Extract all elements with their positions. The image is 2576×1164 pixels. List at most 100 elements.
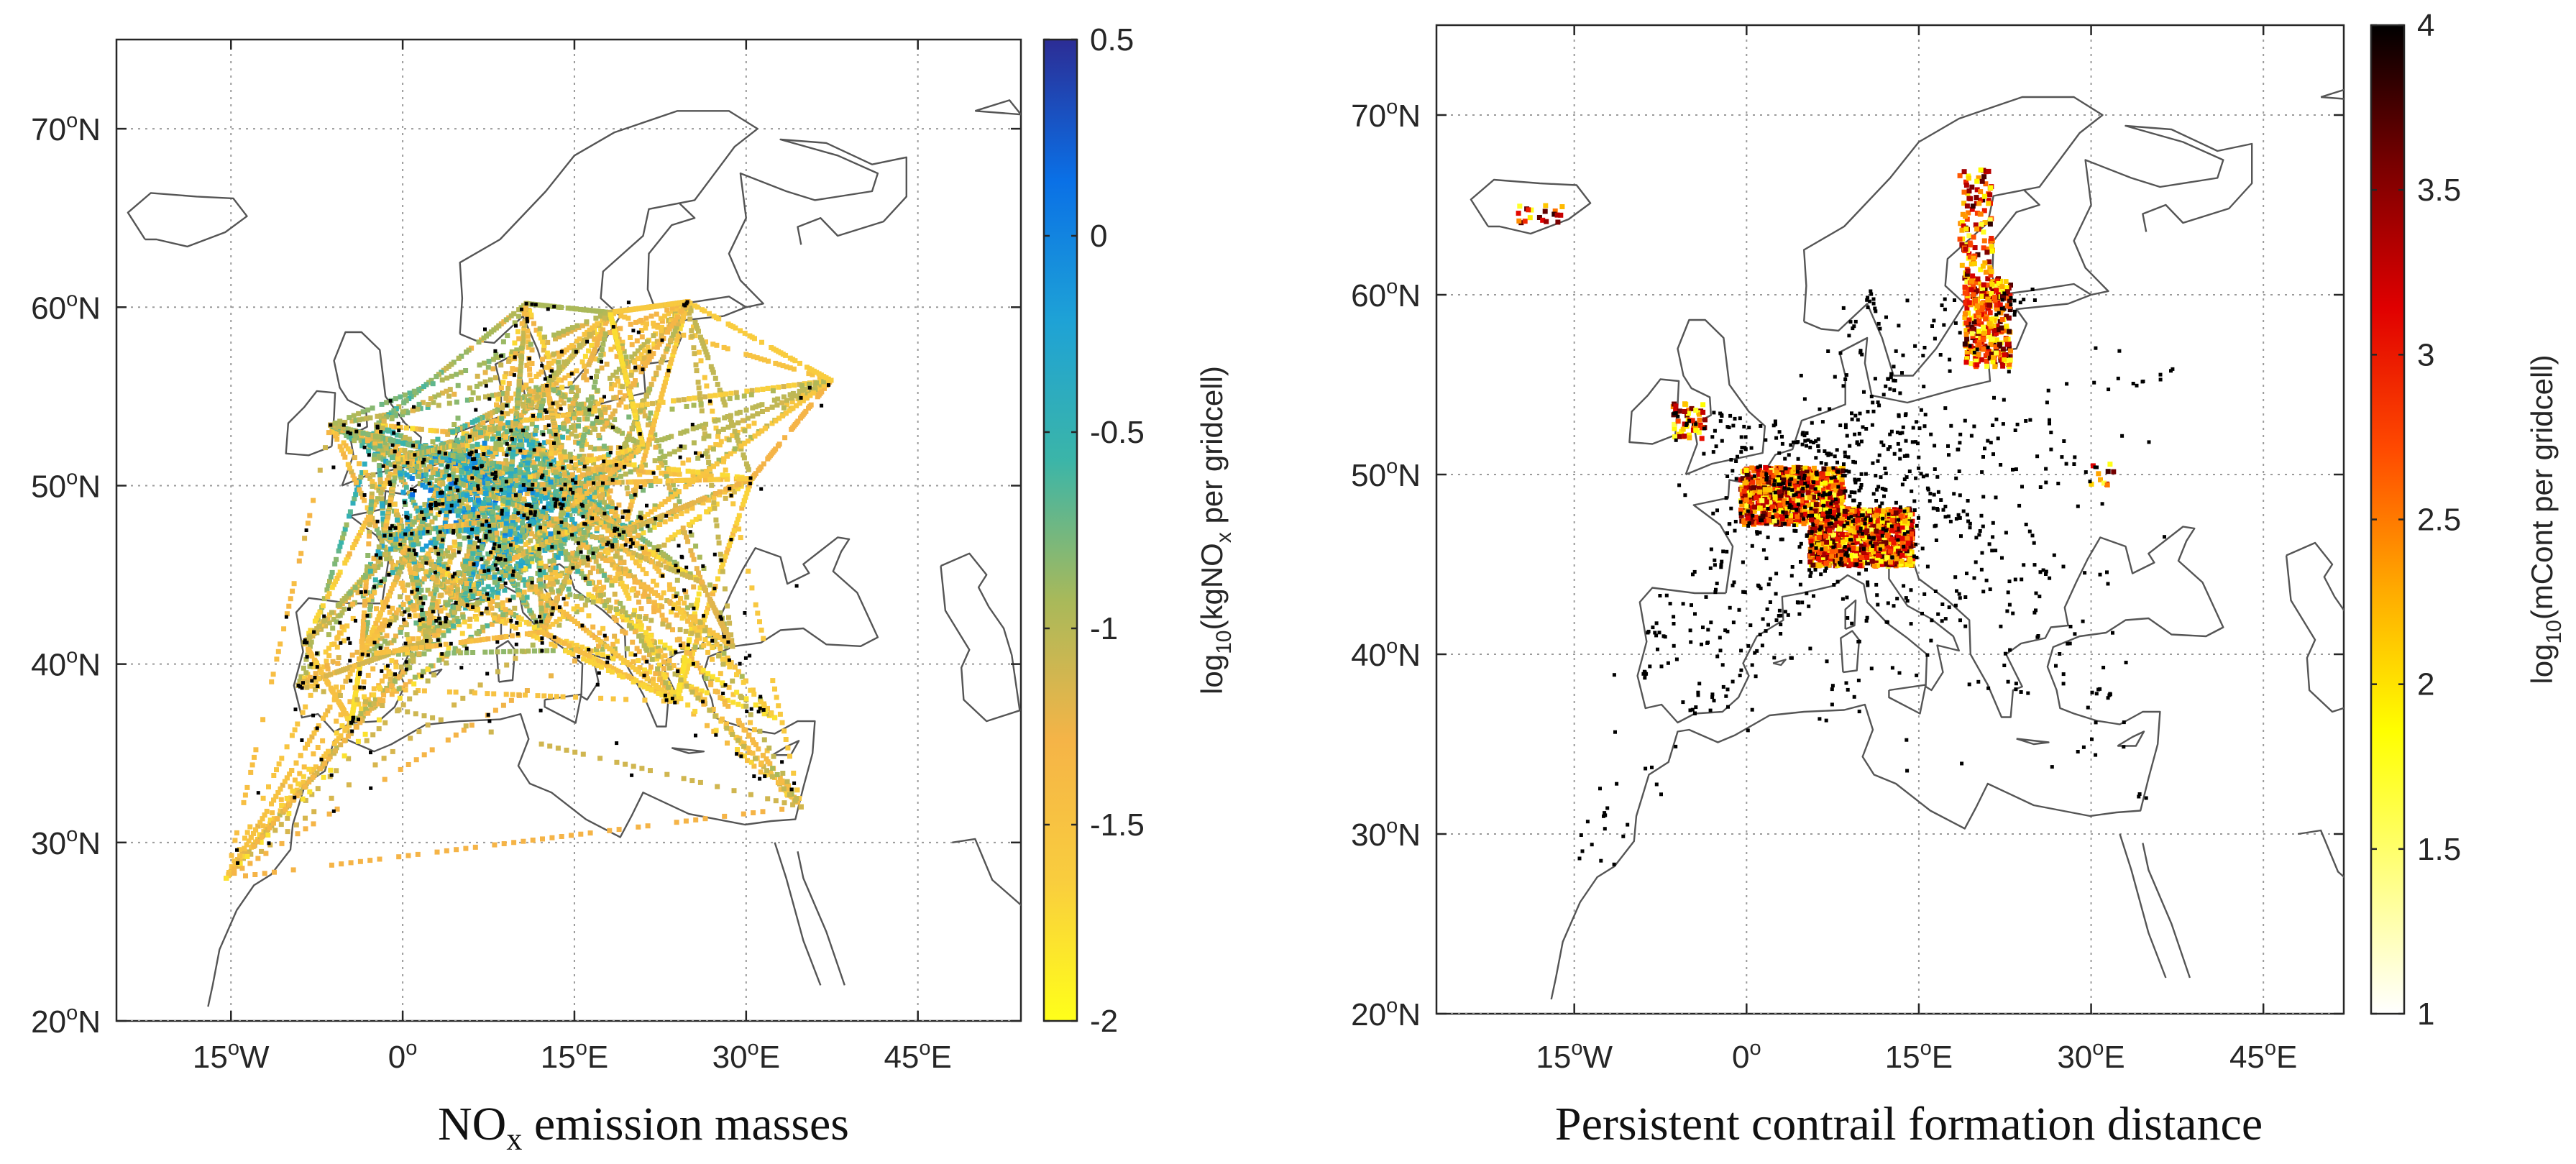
- emission-cell: [686, 661, 692, 667]
- emission-cell: [495, 669, 500, 674]
- emission-cell: [659, 324, 664, 330]
- emission-cell: [690, 472, 696, 478]
- emission-cell: [344, 623, 350, 629]
- emission-cell: [556, 387, 562, 393]
- emission-cell: [420, 620, 426, 625]
- emission-cell: [715, 576, 720, 582]
- emission-cell: [437, 571, 443, 577]
- emission-cell: [776, 362, 782, 367]
- emission-cell: [393, 659, 398, 665]
- emission-cell: [610, 578, 615, 584]
- emission-cell: [604, 510, 610, 516]
- emission-cell: [557, 616, 563, 622]
- emission-cell: [554, 573, 559, 579]
- emission-cell: [567, 408, 573, 413]
- emission-cell: [736, 513, 742, 518]
- emission-cell: [578, 306, 584, 312]
- emission-cell: [399, 447, 405, 453]
- emission-cell: [583, 368, 589, 374]
- emission-cell: [452, 543, 458, 548]
- emission-cell: [707, 506, 712, 512]
- emission-cell: [462, 535, 467, 541]
- emission-cell: [379, 678, 385, 684]
- emission-cell: [388, 423, 394, 429]
- emission-cell: [280, 782, 285, 788]
- emission-cell: [685, 665, 690, 671]
- emission-cell: [655, 554, 661, 560]
- emission-cell: [735, 718, 741, 723]
- emission-cell: [651, 545, 657, 551]
- emission-cell: [726, 615, 731, 620]
- emission-cell: [652, 503, 658, 509]
- emission-cell: [582, 602, 588, 608]
- emission-cell: [554, 579, 560, 585]
- emission-cell: [428, 540, 434, 546]
- emission-cell: [436, 392, 441, 398]
- emission-cell: [638, 606, 644, 612]
- emission-cell: [751, 421, 757, 426]
- emission-cell: [329, 795, 334, 801]
- emission-cell: [293, 822, 299, 828]
- emission-cell: [515, 476, 521, 482]
- emission-cell: [662, 313, 668, 319]
- emission-cell: [367, 415, 373, 421]
- emission-cell: [704, 509, 710, 515]
- emission-cell: [502, 485, 508, 491]
- emission-cell: [720, 396, 726, 402]
- emission-cell: [741, 502, 746, 508]
- emission-cell: [645, 469, 651, 475]
- emission-cell: [566, 372, 572, 378]
- emission-cell: [371, 519, 377, 525]
- emission-cell: [758, 627, 764, 633]
- emission-cell: [418, 469, 423, 475]
- coastline-segment: [285, 390, 336, 457]
- emission-cell: [623, 360, 628, 366]
- emission-cell: [697, 477, 702, 483]
- emission-cell: [379, 420, 385, 426]
- emission-cell: [597, 334, 602, 339]
- emission-cell: [713, 517, 719, 523]
- emission-cell: [547, 303, 553, 309]
- emission-cell: [682, 673, 688, 679]
- emission-cell: [336, 735, 342, 741]
- emission-cell: [613, 578, 618, 584]
- emission-cell: [523, 579, 528, 585]
- emission-cell: [618, 326, 623, 331]
- emission-cell: [806, 371, 812, 377]
- emission-cell: [389, 455, 395, 461]
- emission-cell: [279, 803, 285, 808]
- emission-cell: [393, 413, 398, 418]
- emission-cell: [416, 621, 422, 627]
- emission-cell: [390, 748, 395, 754]
- emission-cell: [476, 339, 482, 345]
- emission-cell: [494, 402, 499, 408]
- emission-cell: [687, 311, 692, 316]
- emission-cell: [735, 516, 741, 522]
- emission-cell: [498, 603, 503, 609]
- emission-cell: [411, 553, 417, 559]
- emission-cell: [566, 503, 572, 508]
- emission-cell: [416, 602, 421, 608]
- emission-cell: [363, 629, 369, 635]
- emission-cell: [359, 434, 365, 439]
- emission-cell: [493, 375, 498, 380]
- emission-cell: [433, 600, 439, 605]
- emission-cell: [586, 362, 592, 367]
- emission-cell: [632, 444, 638, 449]
- emission-cell: [347, 699, 353, 705]
- emission-cell: [314, 660, 319, 666]
- emission-cell: [504, 662, 510, 668]
- emission-cell: [436, 657, 442, 663]
- emission-cell: [725, 703, 731, 709]
- emission-cell: [569, 389, 574, 394]
- emission-cell: [405, 853, 411, 858]
- emission-cell: [377, 480, 383, 485]
- emission-cell: [712, 505, 718, 511]
- emission-cell: [666, 343, 671, 349]
- emission-cell: [579, 323, 585, 329]
- emission-cell: [781, 728, 787, 734]
- emission-cell: [325, 708, 331, 714]
- emission-cell: [516, 442, 522, 448]
- emission-cell: [723, 643, 729, 649]
- emission-cell: [770, 678, 776, 684]
